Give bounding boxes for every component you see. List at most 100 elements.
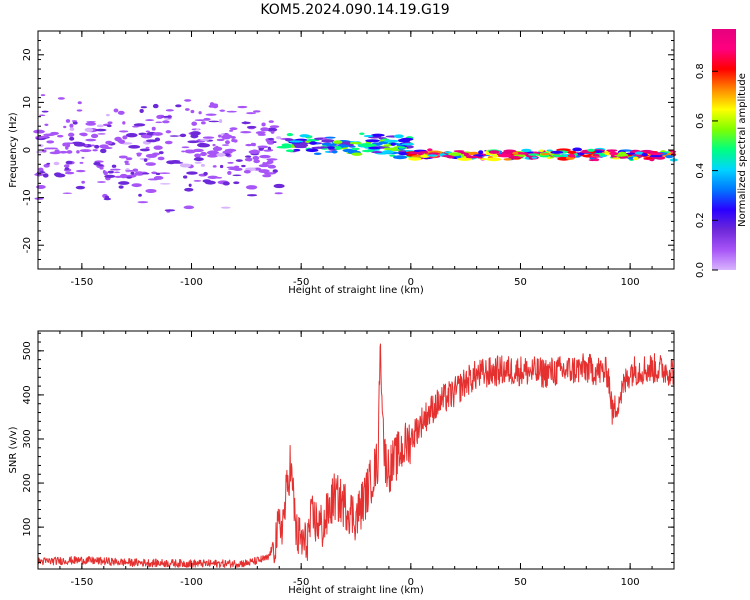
spectrogram-cell: [268, 137, 275, 141]
spectrogram-cell: [390, 142, 396, 146]
spectrogram-cell: [212, 146, 223, 152]
spectrogram-cell: [324, 136, 336, 139]
spectrogram-cell: [609, 152, 619, 156]
spectrogram-cell: [498, 153, 512, 158]
spectrogram-cell: [133, 123, 146, 127]
spectrogram-cell: [228, 129, 234, 132]
spectrogram-cell: [137, 201, 149, 204]
spectrogram-cell: [305, 148, 319, 153]
spectrogram-cell: [151, 126, 156, 131]
spectrogram-cell: [65, 119, 71, 123]
spectrogram-cell: [104, 195, 110, 200]
spectrogram-cell: [195, 128, 200, 131]
spectrogram-cell: [266, 158, 278, 161]
spectrogram-cell: [117, 110, 125, 115]
snr-y-label: SNR (v/v): [8, 426, 19, 473]
spectrogram-cell: [612, 157, 621, 160]
spectrogram-cell: [85, 122, 97, 126]
spectrogram-cell: [540, 152, 551, 156]
spectrogram-cell: [233, 167, 243, 171]
spectrogram-x-tick-label: 50: [514, 277, 527, 288]
spectrogram-cell: [363, 134, 374, 138]
spectrogram-cell: [41, 110, 49, 113]
spectrogram-cell: [118, 139, 126, 144]
spectrogram-cell: [528, 153, 540, 156]
spectrogram-cell: [252, 155, 260, 161]
spectrogram-cell: [46, 162, 51, 165]
snr-x-tick-label: -50: [293, 577, 309, 588]
spectrogram-cell: [243, 121, 247, 125]
spectrogram-cell: [261, 122, 266, 127]
spectrogram-cell: [465, 155, 479, 159]
spectrogram-cell: [383, 139, 399, 143]
snr-x-ticks: -150 -100 -50 0 50 100: [37, 331, 675, 588]
spectrogram-cell: [122, 135, 128, 140]
spectrogram-cell: [63, 164, 70, 168]
spectrogram-cell: [190, 109, 195, 114]
snr-y-tick-label: 300: [22, 429, 33, 448]
spectrogram-cell: [194, 161, 202, 164]
spectrogram-cell: [193, 157, 204, 162]
spectrogram-cell: [164, 209, 176, 212]
spectrogram-x-tick-label: 0: [408, 277, 414, 288]
spectrogram-cell: [224, 148, 237, 152]
spectrogram-cell: [202, 179, 212, 183]
spectrogram-cell: [281, 143, 292, 147]
spectrogram-cell: [100, 148, 107, 154]
spectrogram-cell: [219, 109, 226, 112]
spectrogram-cell: [79, 161, 84, 164]
spectrogram-cell: [118, 185, 124, 189]
spectrogram-cell: [151, 152, 160, 156]
spectrogram-cell: [587, 148, 595, 152]
spectrogram-cell: [164, 140, 173, 145]
spectrogram-cell: [58, 150, 68, 154]
spectrogram-cell: [567, 150, 577, 154]
spectrogram-cell: [126, 176, 132, 179]
spectrogram-cell: [145, 139, 158, 143]
spectrogram-cell: [194, 119, 207, 122]
spectrogram-cell: [649, 154, 663, 158]
spectrogram-cell: [394, 134, 404, 139]
spectrogram-cell: [92, 149, 98, 152]
spectrogram-cell: [427, 154, 438, 157]
spectrogram-cell: [69, 136, 75, 141]
snr-y-tick-label: 200: [22, 474, 33, 493]
spectrogram-cell: [266, 127, 278, 132]
spectrogram-cell: [371, 151, 383, 154]
spectrogram-cell: [349, 141, 362, 145]
spectrogram-cell: [253, 110, 261, 113]
spectrogram-cell: [268, 120, 274, 123]
spectrogram-cell: [151, 171, 158, 175]
spectrogram-cell: [139, 108, 144, 113]
spectrogram-cell: [76, 109, 83, 112]
spectrogram-cell: [626, 152, 635, 155]
spectrogram-cell: [199, 138, 210, 141]
spectrogram-cell: [592, 153, 600, 157]
spectrogram-cell: [546, 149, 553, 152]
snr-y-tick-label: 500: [22, 341, 33, 360]
spectrogram-cell: [155, 172, 161, 176]
spectrogram-cell: [270, 130, 275, 134]
snr-y-tick-label: 100: [22, 518, 33, 537]
spectrogram-cell: [184, 187, 194, 192]
spectrogram-cell: [66, 150, 73, 154]
spectrogram-cell: [124, 163, 131, 165]
spectrogram-cell: [226, 110, 237, 113]
spectrogram-cell: [53, 161, 60, 166]
spectrogram-cell: [284, 138, 294, 142]
spectrogram-cell: [194, 153, 201, 158]
spectrogram-cell: [202, 136, 215, 139]
spectrogram-cell: [98, 164, 104, 167]
spectrogram-cell: [125, 170, 136, 172]
spectrogram-cell: [46, 140, 55, 144]
spectrogram-cell: [259, 154, 271, 159]
spectrogram-cell: [68, 132, 75, 137]
colorbar-label: Normalized spectral amplitude: [737, 73, 748, 227]
spectrogram-cell: [90, 133, 99, 139]
spectrogram-cell: [263, 172, 276, 175]
spectrogram-cell: [63, 125, 67, 129]
spectrogram-cell: [220, 206, 231, 209]
spectrogram-cell: [203, 171, 208, 176]
spectrogram-cell: [65, 143, 71, 148]
spectrogram-cell: [42, 173, 49, 178]
